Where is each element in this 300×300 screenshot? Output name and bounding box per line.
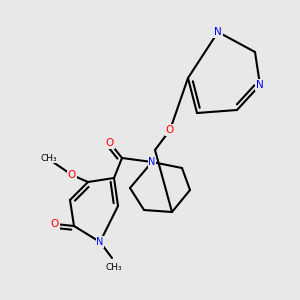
Text: O: O: [106, 138, 114, 148]
Text: N: N: [214, 27, 222, 37]
Text: N: N: [256, 80, 264, 90]
Text: O: O: [166, 125, 174, 135]
Text: CH₃: CH₃: [40, 154, 57, 163]
Text: O: O: [68, 170, 76, 180]
Text: O: O: [51, 219, 59, 229]
Text: N: N: [96, 237, 104, 247]
Text: CH₃: CH₃: [105, 262, 122, 272]
Text: N: N: [148, 157, 156, 167]
